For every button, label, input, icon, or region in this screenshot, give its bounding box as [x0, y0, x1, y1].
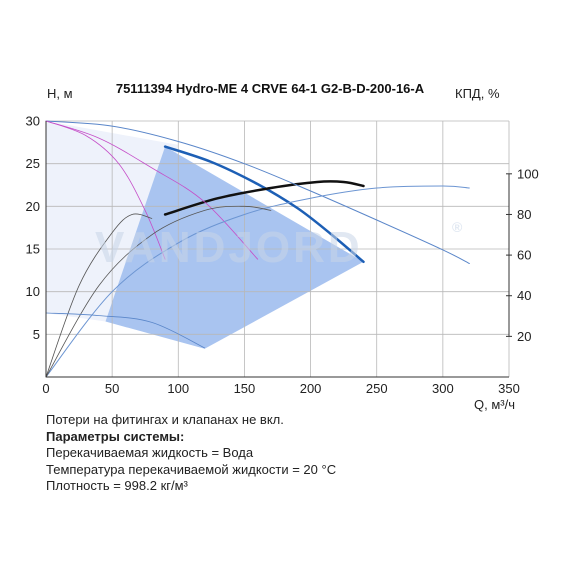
- notes-liquid-line: Перекачиваемая жидкость = Вода: [46, 445, 254, 460]
- y2-tick-label: 60: [517, 248, 531, 263]
- y-tick-label: 25: [26, 156, 40, 171]
- operating-region: [105, 146, 364, 349]
- y2-tick-label: 40: [517, 288, 531, 303]
- notes-fittings-line: Потери на фитингах и клапанах не вкл.: [46, 412, 284, 427]
- series-efficiency-reduced-6: [45, 205, 272, 378]
- y-tick-label: 30: [26, 114, 40, 129]
- y-tick-label: 15: [26, 242, 40, 257]
- notes-density-line: Плотность = 998.2 кг/м³: [46, 478, 188, 493]
- y2-tick-label: 100: [517, 166, 539, 181]
- x-axis-label: Q, м³/ч: [474, 397, 515, 412]
- notes-temperature-line: Температура перекачиваемой жидкости = 20…: [46, 461, 337, 477]
- y2-tick-label: 80: [517, 207, 531, 222]
- x-tick-label: 200: [300, 381, 322, 396]
- x-tick-label: 250: [366, 381, 388, 396]
- series-head-full-speed-2: [45, 120, 470, 264]
- y-tick-label: 20: [26, 199, 40, 214]
- y-axis-label: H, м: [47, 86, 73, 101]
- x-tick-label: 350: [498, 381, 520, 396]
- x-tick-label: 300: [432, 381, 454, 396]
- y-tick-label: 5: [33, 327, 40, 342]
- watermark-registered-mark: ®: [452, 219, 463, 235]
- x-tick-label: 50: [105, 381, 119, 396]
- series-efficiency-reduced-7: [45, 213, 153, 378]
- series-head-reduced-3: [45, 120, 259, 260]
- watermark-logo: VANDJORD: [95, 223, 363, 272]
- series-head-max-0: [163, 145, 365, 264]
- y2-tick-label: 20: [517, 329, 531, 344]
- y2-axis-label: КПД, %: [455, 86, 500, 101]
- x-tick-label: 100: [167, 381, 189, 396]
- chart-title: 75111394 Hydro-ME 4 CRVE 64-1 G2-B-D-200…: [116, 81, 425, 96]
- y-tick-label: 10: [26, 284, 40, 299]
- series-system-curve-8: [45, 312, 206, 349]
- x-tick-label: 0: [42, 381, 49, 396]
- system-notes: Потери на фитингах и клапанах не вкл. Па…: [46, 412, 336, 495]
- x-tick-label: 150: [234, 381, 256, 396]
- notes-system-params-heading: Параметры системы:: [46, 428, 185, 444]
- series-head-reduced-4: [45, 120, 166, 260]
